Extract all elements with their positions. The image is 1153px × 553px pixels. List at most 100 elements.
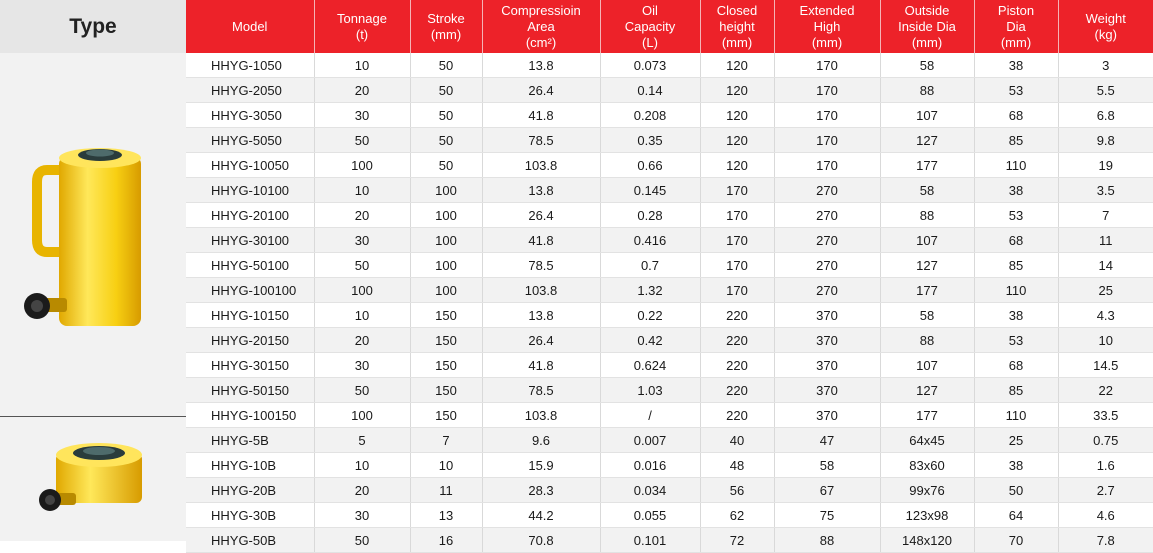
cell-outside-inside-dia: 177 (880, 152, 975, 178)
cell-model: HHYG-5B (186, 427, 315, 453)
cell-model: HHYG-1050 (186, 53, 315, 78)
cell-closed-height: 120 (700, 77, 775, 103)
cell-model: HHYG-3050 (186, 102, 315, 128)
cell-oil-capacity: 1.03 (600, 377, 701, 403)
cell-weight: 3.5 (1058, 177, 1153, 203)
column-header-line: Closed (716, 2, 758, 18)
cell-oil-capacity: 0.101 (600, 527, 701, 553)
cell-compression-area: 28.3 (482, 477, 601, 503)
column-header-tonnage: Tonnage (t) (314, 0, 411, 53)
cell-stroke: 50 (410, 77, 483, 103)
cell-stroke: 150 (410, 327, 483, 353)
cell-extended-height: 270 (774, 227, 881, 253)
table-row: HHYG-10050 100 50 103.8 0.66 120 170 177 110 19 (186, 152, 1153, 178)
column-header-stroke: Stroke (mm) (410, 0, 483, 53)
column-header-line: Stroke (427, 10, 465, 26)
column-header-line: Piston (997, 2, 1035, 18)
cell-extended-height: 270 (774, 277, 881, 303)
cell-stroke: 50 (410, 127, 483, 153)
table-row: HHYG-20B 20 11 28.3 0.034 56 67 99x76 50 2.7 (186, 477, 1153, 503)
column-header-line: height (719, 18, 755, 34)
cell-closed-height: 120 (700, 127, 775, 153)
cell-compression-area: 44.2 (482, 502, 601, 528)
cell-outside-inside-dia: 177 (880, 277, 975, 303)
cell-piston-dia: 38 (974, 177, 1059, 203)
cell-piston-dia: 70 (974, 527, 1059, 553)
cell-stroke: 100 (410, 252, 483, 278)
cell-outside-inside-dia: 88 (880, 327, 975, 353)
cell-stroke: 50 (410, 152, 483, 178)
cell-compression-area: 78.5 (482, 377, 601, 403)
cell-piston-dia: 53 (974, 202, 1059, 228)
type-cell-low-cylinder (0, 416, 186, 541)
cell-tonnage: 50 (314, 377, 411, 403)
cell-piston-dia: 110 (974, 402, 1059, 428)
cell-stroke: 150 (410, 377, 483, 403)
cell-weight: 33.5 (1058, 402, 1153, 428)
cell-model: HHYG-100100 (186, 277, 315, 303)
cell-compression-area: 9.6 (482, 427, 601, 453)
column-header-line: (L) (642, 34, 658, 50)
cell-extended-height: 170 (774, 77, 881, 103)
cell-model: HHYG-50150 (186, 377, 315, 403)
cell-oil-capacity: 0.35 (600, 127, 701, 153)
column-header-line: Inside Dia (898, 18, 956, 34)
cell-stroke: 7 (410, 427, 483, 453)
cell-extended-height: 370 (774, 302, 881, 328)
cell-closed-height: 220 (700, 377, 775, 403)
column-header-closed-height: Closed height (mm) (700, 0, 775, 53)
cell-oil-capacity: 0.42 (600, 327, 701, 353)
column-header-line: (mm) (430, 26, 462, 42)
cell-extended-height: 370 (774, 402, 881, 428)
cell-compression-area: 41.8 (482, 352, 601, 378)
column-header-line: Oil (642, 2, 658, 18)
cell-piston-dia: 110 (974, 277, 1059, 303)
column-header-line: Outside (904, 2, 950, 18)
cell-piston-dia: 50 (974, 477, 1059, 503)
column-header-line: (t) (355, 26, 369, 42)
column-header-extended-height: Extended High (mm) (774, 0, 881, 53)
cell-tonnage: 100 (314, 152, 411, 178)
cell-piston-dia: 38 (974, 53, 1059, 78)
cell-model: HHYG-50100 (186, 252, 315, 278)
cell-oil-capacity: 0.14 (600, 77, 701, 103)
cell-weight: 19 (1058, 152, 1153, 178)
cell-weight: 14 (1058, 252, 1153, 278)
cell-closed-height: 120 (700, 102, 775, 128)
table-row: HHYG-30B 30 13 44.2 0.055 62 75 123x98 64 4.6 (186, 502, 1153, 528)
cell-tonnage: 20 (314, 477, 411, 503)
cell-oil-capacity: 0.016 (600, 452, 701, 478)
cell-outside-inside-dia: 83x60 (880, 452, 975, 478)
table-row: HHYG-1050 10 50 13.8 0.073 120 170 58 38 3 (186, 53, 1153, 78)
column-header-weight: Weight (kg) (1058, 0, 1153, 53)
cell-stroke: 11 (410, 477, 483, 503)
cell-piston-dia: 85 (974, 127, 1059, 153)
cell-weight: 2.7 (1058, 477, 1153, 503)
cell-outside-inside-dia: 148x120 (880, 527, 975, 553)
cell-outside-inside-dia: 107 (880, 352, 975, 378)
cell-stroke: 16 (410, 527, 483, 553)
type-cell-long-cylinder (0, 53, 186, 416)
cell-extended-height: 47 (774, 427, 881, 453)
cell-compression-area: 13.8 (482, 302, 601, 328)
cell-stroke: 50 (410, 102, 483, 128)
cell-outside-inside-dia: 88 (880, 202, 975, 228)
cell-compression-area: 15.9 (482, 452, 601, 478)
cell-closed-height: 220 (700, 302, 775, 328)
cell-outside-inside-dia: 177 (880, 402, 975, 428)
cell-tonnage: 20 (314, 202, 411, 228)
column-header-line: Tonnage (337, 10, 387, 26)
cell-oil-capacity: 0.034 (600, 477, 701, 503)
cell-compression-area: 26.4 (482, 202, 601, 228)
cell-compression-area: 103.8 (482, 402, 601, 428)
table-row: HHYG-50100 50 100 78.5 0.7 170 270 127 85 14 (186, 252, 1153, 278)
table-row: HHYG-10150 10 150 13.8 0.22 220 370 58 38 4.3 (186, 302, 1153, 328)
cell-stroke: 150 (410, 302, 483, 328)
cell-extended-height: 270 (774, 202, 881, 228)
cell-tonnage: 100 (314, 277, 411, 303)
cell-oil-capacity: 0.7 (600, 252, 701, 278)
cell-model: HHYG-20100 (186, 202, 315, 228)
column-header-line: Weight (1085, 10, 1126, 26)
cell-tonnage: 50 (314, 252, 411, 278)
spec-table: Model Tonnage (t) Stroke (mm) Compressioin Are… (186, 0, 1153, 553)
